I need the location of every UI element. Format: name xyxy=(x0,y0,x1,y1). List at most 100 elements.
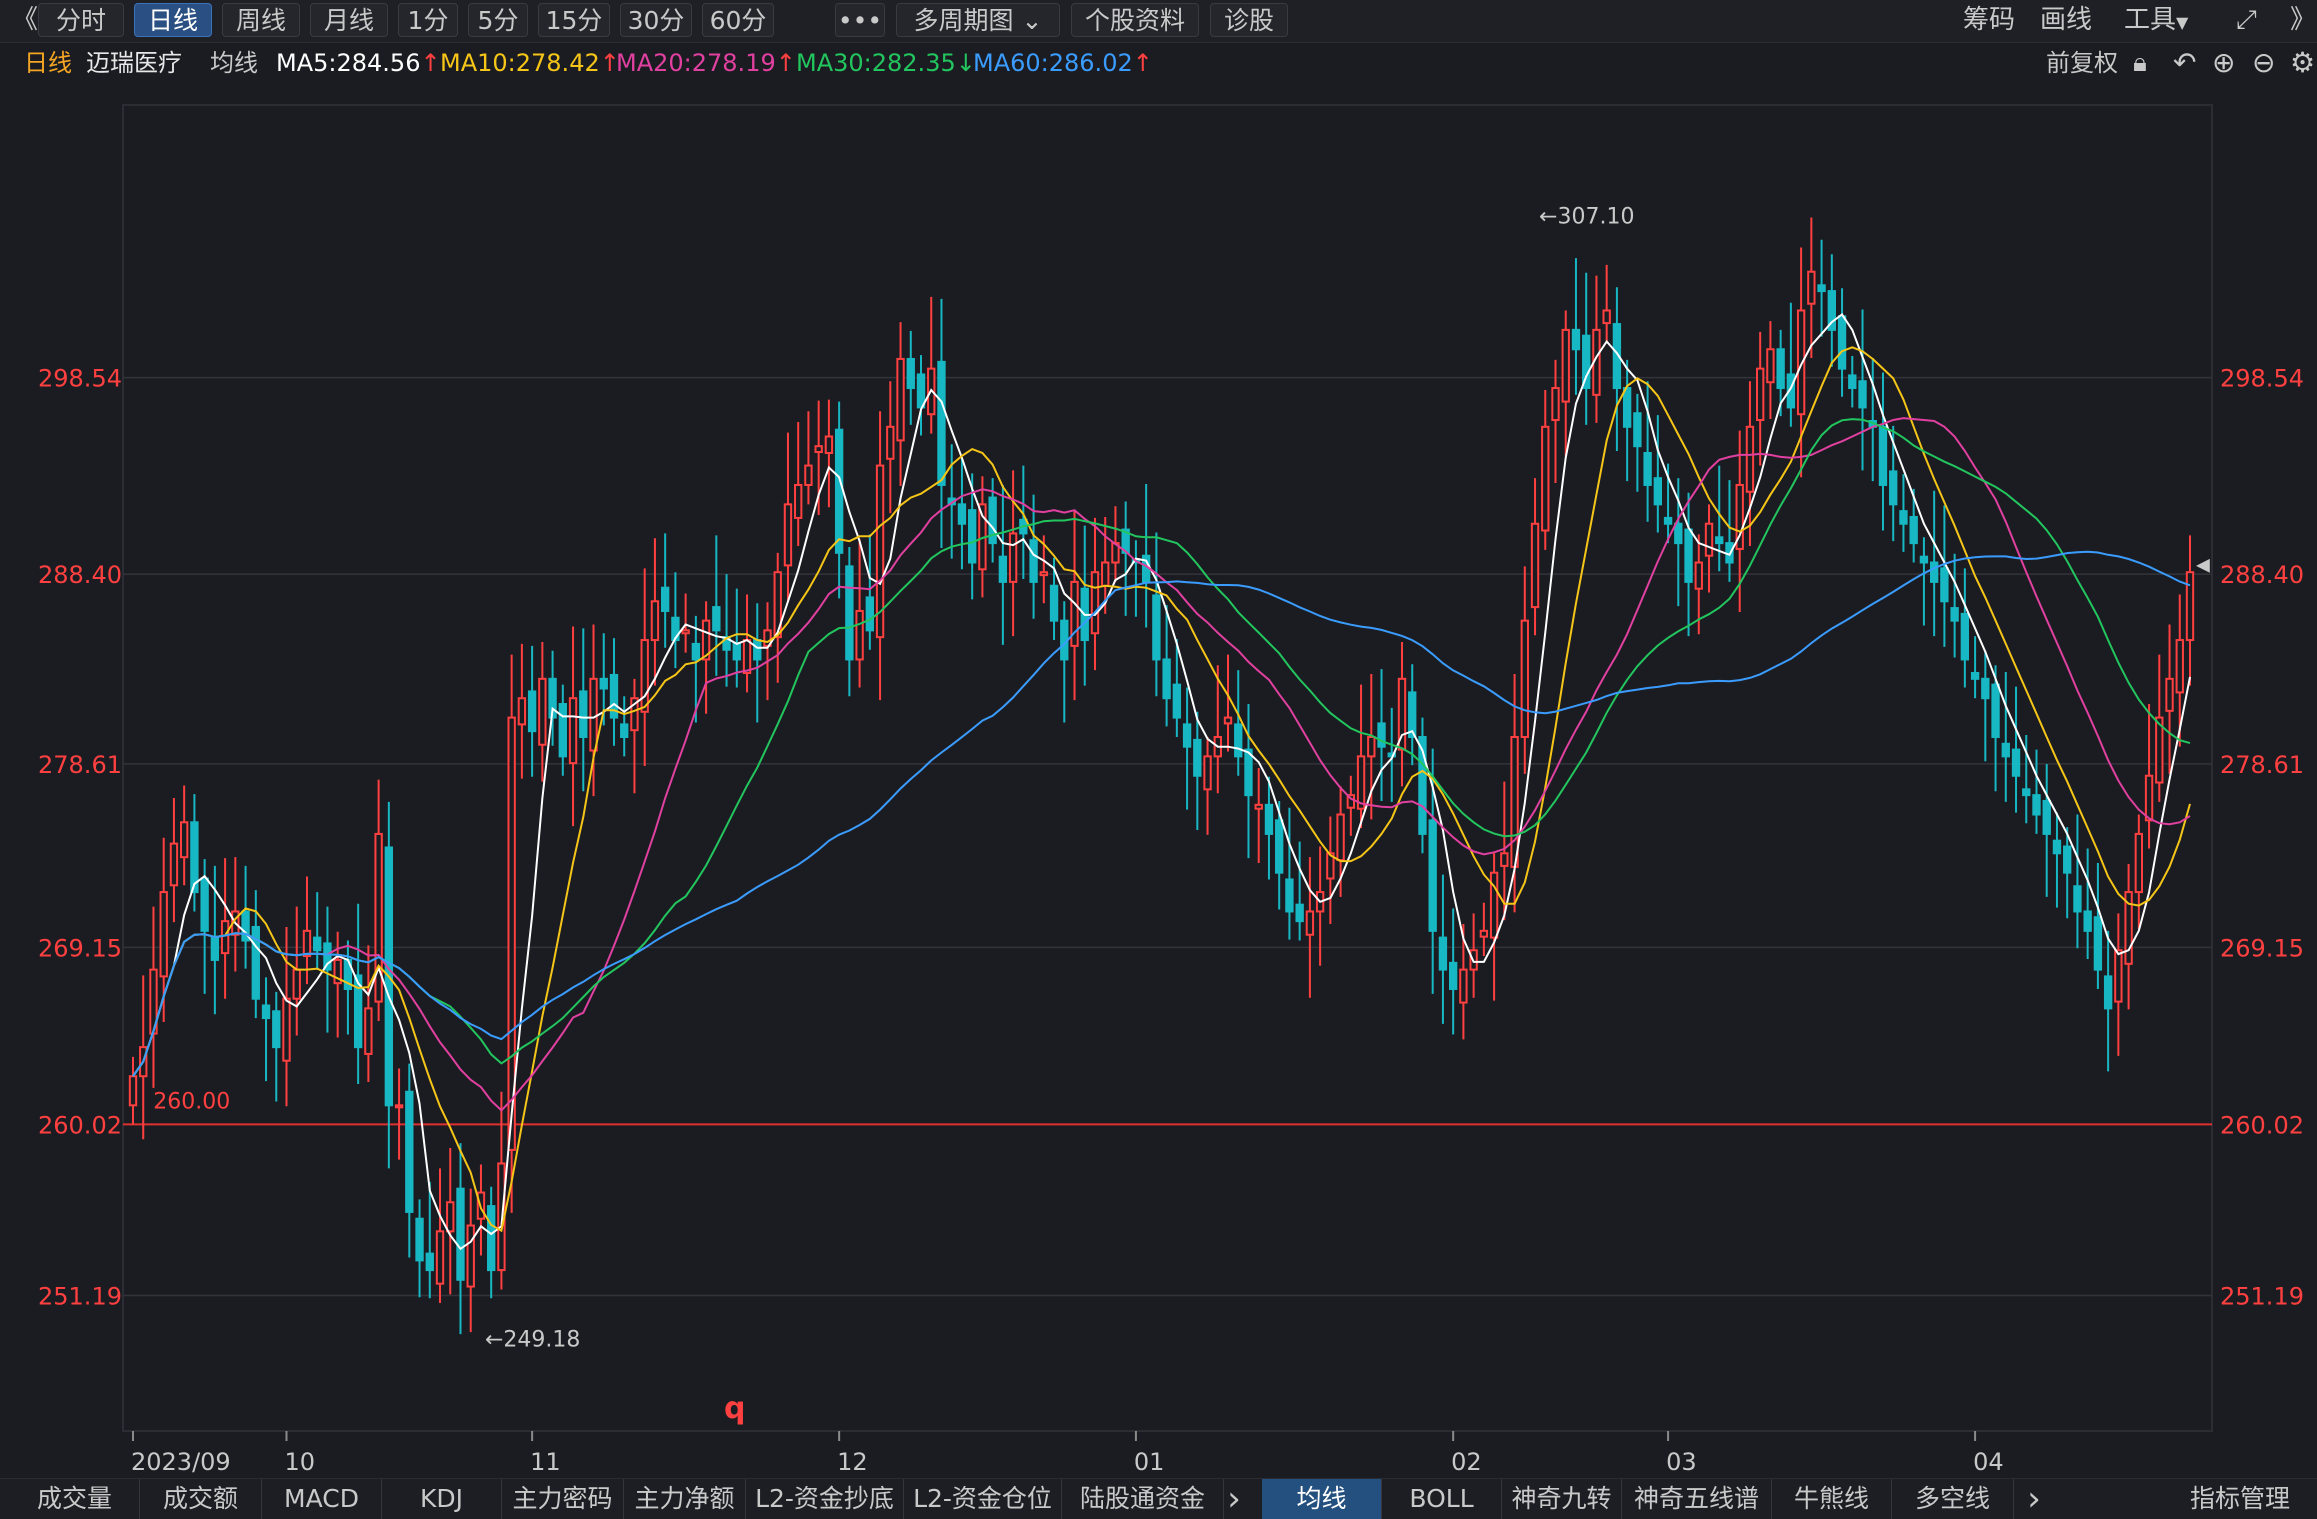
candle-body xyxy=(302,929,312,958)
bottom-indicator-tab-4[interactable]: 牛熊线 xyxy=(1772,1479,1892,1519)
candle-body xyxy=(1674,522,1683,545)
expand-icon[interactable]: ⤢ xyxy=(2236,5,2257,35)
bottom-indicator-tab-3[interactable]: 神奇五线谱 xyxy=(1622,1479,1772,1519)
candle xyxy=(681,593,690,653)
bottom-indicator-tab-0[interactable]: 均线 xyxy=(1262,1479,1382,1519)
candle xyxy=(231,857,240,972)
bottom-tab-7[interactable]: L2-资金仓位 xyxy=(904,1479,1062,1519)
chevron-right-icon[interactable]: › xyxy=(1227,1479,1241,1519)
candle-body xyxy=(446,1201,455,1233)
candle-body xyxy=(1837,315,1847,370)
candle xyxy=(568,626,578,827)
candle xyxy=(1408,664,1417,766)
tab-8[interactable]: 60分 xyxy=(702,3,774,37)
bottom-tab-1[interactable]: 成交额 xyxy=(140,1479,262,1519)
ma-line-ma30 xyxy=(132,418,2191,1077)
more-button[interactable]: ••• xyxy=(835,3,885,37)
candle xyxy=(1264,776,1274,880)
collapse-right-icon[interactable]: 》 xyxy=(2290,5,2317,35)
candle xyxy=(456,1143,465,1335)
candle-body xyxy=(599,677,608,690)
candle xyxy=(1786,302,1796,427)
diagnose-button[interactable]: 诊股 xyxy=(1210,3,1288,37)
bottom-tab-3[interactable]: KDJ xyxy=(382,1479,502,1519)
x-tick-label: 01 xyxy=(1134,1448,1165,1476)
candle-body xyxy=(169,842,179,887)
bottom-indicator-tab-5[interactable]: 多空线 xyxy=(1892,1479,2014,1519)
candle-body xyxy=(1551,387,1560,422)
tab-4[interactable]: 1分 xyxy=(398,3,458,37)
candle xyxy=(1244,704,1253,859)
double-chevron-left-icon[interactable]: 《 xyxy=(12,5,39,35)
tab-5[interactable]: 5分 xyxy=(468,3,528,37)
kline-chart[interactable]: 298.54 298.54 288.40 288.40 278.61 278.61 269.… xyxy=(0,83,2317,1478)
tab-3[interactable]: 月线 xyxy=(310,3,388,37)
chips-button[interactable]: 筹码 xyxy=(1963,5,2016,35)
adjust-mode[interactable]: 前复权 xyxy=(2046,49,2118,77)
candle-body xyxy=(1039,571,1048,577)
candle xyxy=(1837,288,1847,397)
candle xyxy=(200,859,209,994)
candle xyxy=(1725,480,1734,582)
bottom-indicator-tab-1[interactable]: BOLL xyxy=(1382,1479,1502,1519)
ma-trend-arrow-icon: ↓ xyxy=(955,49,976,77)
grid-lines xyxy=(122,104,2213,1432)
draw-button[interactable]: 画线 xyxy=(2040,5,2093,35)
candle-body xyxy=(2114,949,2123,1003)
settings-icon[interactable]: ⚙ xyxy=(2290,46,2316,79)
candle xyxy=(855,539,864,688)
tab-2[interactable]: 周线 xyxy=(222,3,300,37)
zoom-out-icon[interactable]: ⊖ xyxy=(2252,46,2276,79)
bottom-tab-8[interactable]: 陆股通资金 xyxy=(1062,1479,1224,1519)
bottom-tab-4[interactable]: 主力密码 xyxy=(502,1479,624,1519)
candle xyxy=(1295,841,1304,941)
bottom-tab-2[interactable]: MACD xyxy=(262,1479,382,1519)
indicator-name[interactable]: 均线 xyxy=(210,49,258,77)
tab-7[interactable]: 30分 xyxy=(620,3,692,37)
candle xyxy=(2032,749,2041,834)
candle xyxy=(579,628,588,792)
bottom-tab-6[interactable]: L2-资金抄底 xyxy=(746,1479,904,1519)
undo-icon[interactable]: ↶ xyxy=(2173,46,2197,79)
candle xyxy=(374,779,383,1021)
candle-body xyxy=(1653,477,1663,506)
candle-body xyxy=(200,877,209,932)
candle-body xyxy=(261,1004,271,1020)
candle xyxy=(1448,908,1458,1035)
stock-info-button[interactable]: 个股资料 xyxy=(1071,3,1199,37)
x-tick-label: 04 xyxy=(1973,1448,2004,1476)
tab-0[interactable]: 分时 xyxy=(38,3,124,37)
candle-body xyxy=(405,1090,414,1213)
candle xyxy=(364,945,373,1083)
candle xyxy=(1008,470,1018,637)
lock-icon[interactable]: 🔒︎ xyxy=(2133,48,2147,78)
bottom-indicator-tab-2[interactable]: 神奇九转 xyxy=(1502,1479,1622,1519)
candle-body xyxy=(1756,367,1765,422)
tools-button[interactable]: 工具▼ xyxy=(2124,3,2188,37)
candle-body xyxy=(353,974,363,1049)
zoom-in-icon[interactable]: ⊕ xyxy=(2212,46,2236,79)
tab-1[interactable]: 日线 xyxy=(134,3,212,37)
candle xyxy=(425,1181,434,1299)
indicator-manage-button[interactable]: 指标管理 xyxy=(2189,1484,2290,1513)
candle xyxy=(1858,309,1867,471)
tab-6[interactable]: 15分 xyxy=(538,3,610,37)
candle-body xyxy=(968,509,977,564)
bottom-tab-5[interactable]: 主力净额 xyxy=(624,1479,746,1519)
candle-body xyxy=(916,373,926,409)
multi-period-label: 多周期图 xyxy=(913,6,1014,35)
x-tick-label: 12 xyxy=(837,1448,868,1476)
candle-body xyxy=(2124,891,2133,965)
candle-body xyxy=(527,690,537,733)
multi-period-button[interactable]: 多周期图 ⌄ xyxy=(896,3,1060,37)
candle-body xyxy=(650,600,660,642)
chevron-right-icon[interactable]: › xyxy=(2027,1479,2041,1519)
candle-body xyxy=(374,832,383,1003)
candle xyxy=(169,798,179,923)
candle-body xyxy=(1448,961,1458,990)
candle-body xyxy=(773,571,782,639)
bottom-tab-0[interactable]: 成交量 xyxy=(10,1479,140,1519)
candle-body xyxy=(1694,561,1703,590)
candle-body xyxy=(1418,735,1427,835)
candle xyxy=(1121,501,1130,616)
